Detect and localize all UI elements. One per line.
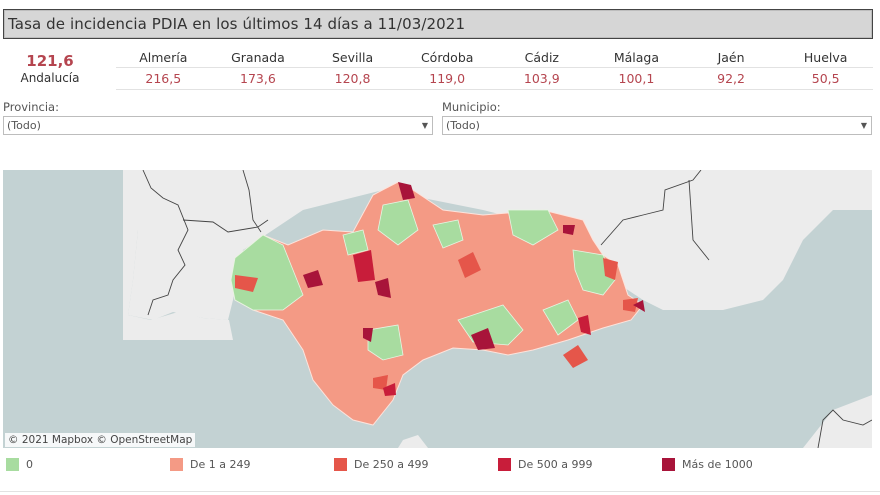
legend-item-zero[interactable]: 0 (6, 458, 33, 471)
legend-swatch-icon (662, 458, 675, 471)
choropleth-map[interactable]: © 2021 Mapbox © OpenStreetMap (3, 170, 872, 448)
province-name: Córdoba (420, 50, 474, 65)
legend-item-1000-plus[interactable]: Más de 1000 (662, 458, 753, 471)
provincia-filter-label: Provincia: (3, 100, 59, 114)
legend-item-250-499[interactable]: De 250 a 499 (334, 458, 428, 471)
province-value: 92,2 (717, 71, 745, 86)
province-name: Sevilla (332, 50, 374, 65)
map-canvas[interactable] (3, 170, 872, 448)
dropdown-arrow-icon[interactable]: ▼ (860, 121, 867, 130)
map-legend: 0 De 1 a 249 De 250 a 499 De 500 a 999 M… (0, 458, 880, 476)
municipio-dropdown[interactable]: (Todo) ▼ (442, 116, 872, 135)
provincia-selected-value: (Todo) (7, 119, 41, 132)
province-names-row: Almería Granada Sevilla Córdoba Cádiz Má… (116, 48, 873, 67)
legend-swatch-icon (498, 458, 511, 471)
province-name: Almería (139, 50, 188, 65)
andalucia-total-kpi: 121,6 Andalucía (10, 52, 90, 86)
province-value: 120,8 (334, 71, 371, 86)
provincia-filter: Provincia: (Todo) ▼ (3, 99, 433, 135)
provincia-dropdown[interactable]: (Todo) ▼ (3, 116, 433, 135)
legend-item-500-999[interactable]: De 500 a 999 (498, 458, 592, 471)
bottom-divider (0, 491, 880, 492)
province-value: 173,6 (240, 71, 276, 86)
map-attribution[interactable]: © 2021 Mapbox © OpenStreetMap (5, 433, 196, 447)
legend-label: De 500 a 999 (518, 458, 593, 471)
municipio-selected-value: (Todo) (446, 119, 480, 132)
legend-swatch-icon (334, 458, 347, 471)
total-incidence-value: 121,6 (26, 52, 74, 70)
province-value: 103,9 (523, 71, 560, 86)
province-value: 119,0 (429, 71, 466, 86)
municipio-filter-label: Municipio: (442, 100, 501, 114)
page-title: Tasa de incidencia PDIA en los últimos 1… (8, 15, 466, 33)
legend-label: De 250 a 499 (354, 458, 429, 471)
province-values-row: 216,5 173,6 120,8 119,0 103,9 100,1 92,2… (116, 67, 873, 90)
legend-swatch-icon (6, 458, 19, 471)
total-incidence-label: Andalucía (20, 71, 80, 85)
province-incidence-table: Almería Granada Sevilla Córdoba Cádiz Má… (116, 48, 873, 90)
legend-label: Más de 1000 (682, 458, 753, 471)
province-name: Huelva (803, 50, 848, 65)
municipio-filter: Municipio: (Todo) ▼ (442, 99, 872, 135)
dashboard-title-bar: Tasa de incidencia PDIA en los últimos 1… (3, 9, 873, 39)
province-name: Granada (231, 50, 285, 65)
province-name: Málaga (613, 50, 660, 65)
province-name: Cádiz (524, 50, 559, 65)
dropdown-arrow-icon[interactable]: ▼ (421, 121, 428, 130)
province-value: 216,5 (145, 71, 182, 86)
province-value: 50,5 (811, 71, 840, 86)
province-value: 100,1 (618, 71, 655, 86)
legend-item-1-249[interactable]: De 1 a 249 (170, 458, 250, 471)
legend-label: De 1 a 249 (190, 458, 251, 471)
legend-label: 0 (26, 458, 33, 471)
province-name: Jaén (717, 50, 745, 65)
legend-swatch-icon (170, 458, 183, 471)
